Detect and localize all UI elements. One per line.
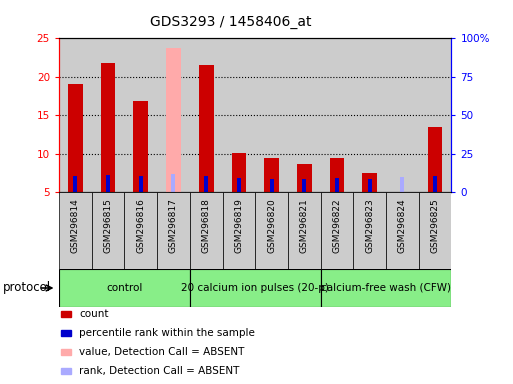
Bar xyxy=(386,38,419,192)
Bar xyxy=(157,192,190,269)
Text: GSM296819: GSM296819 xyxy=(234,198,243,253)
Text: GSM296824: GSM296824 xyxy=(398,198,407,253)
Bar xyxy=(106,175,110,192)
Bar xyxy=(330,158,344,192)
Bar xyxy=(199,65,213,192)
Bar xyxy=(223,192,255,269)
Bar xyxy=(92,38,124,192)
Bar xyxy=(171,174,175,192)
Bar xyxy=(139,176,143,192)
Bar xyxy=(223,38,255,192)
Bar xyxy=(124,38,157,192)
Bar xyxy=(401,177,404,192)
Bar xyxy=(428,127,442,192)
Bar xyxy=(255,192,288,269)
Text: percentile rank within the sample: percentile rank within the sample xyxy=(79,328,255,338)
Bar xyxy=(59,38,92,192)
Bar xyxy=(419,192,451,269)
Text: protocol: protocol xyxy=(3,281,51,295)
Text: GSM296815: GSM296815 xyxy=(104,198,112,253)
Bar xyxy=(166,48,181,192)
Text: rank, Detection Call = ABSENT: rank, Detection Call = ABSENT xyxy=(79,366,239,376)
Bar xyxy=(133,101,148,192)
Bar xyxy=(321,269,451,307)
Text: GSM296816: GSM296816 xyxy=(136,198,145,253)
Bar xyxy=(231,153,246,192)
Bar xyxy=(353,192,386,269)
Bar xyxy=(73,176,77,192)
Bar xyxy=(302,179,306,192)
Bar xyxy=(61,368,71,374)
Bar xyxy=(92,192,125,269)
Bar xyxy=(61,349,71,355)
Bar xyxy=(101,63,115,192)
Bar xyxy=(297,164,311,192)
Bar xyxy=(321,38,353,192)
Bar xyxy=(255,38,288,192)
Text: GSM296820: GSM296820 xyxy=(267,198,276,253)
Bar xyxy=(157,38,190,192)
Bar xyxy=(353,38,386,192)
Text: value, Detection Call = ABSENT: value, Detection Call = ABSENT xyxy=(79,347,244,357)
Bar xyxy=(264,158,279,192)
Text: GSM296822: GSM296822 xyxy=(332,198,342,253)
Text: GSM296817: GSM296817 xyxy=(169,198,178,253)
Text: 20 calcium ion pulses (20-p): 20 calcium ion pulses (20-p) xyxy=(181,283,329,293)
Bar xyxy=(59,269,190,307)
Bar xyxy=(237,178,241,192)
Bar xyxy=(433,176,437,192)
Bar xyxy=(190,38,223,192)
Bar xyxy=(288,192,321,269)
Bar xyxy=(190,269,321,307)
Text: GDS3293 / 1458406_at: GDS3293 / 1458406_at xyxy=(150,15,311,29)
Text: GSM296825: GSM296825 xyxy=(430,198,440,253)
Text: GSM296823: GSM296823 xyxy=(365,198,374,253)
Bar xyxy=(368,179,371,192)
Bar xyxy=(124,192,157,269)
Bar xyxy=(61,330,71,336)
Bar xyxy=(321,192,353,269)
Bar xyxy=(59,192,92,269)
Text: GSM296821: GSM296821 xyxy=(300,198,309,253)
Bar xyxy=(386,192,419,269)
Bar xyxy=(190,192,223,269)
Bar xyxy=(335,177,339,192)
Bar xyxy=(419,38,451,192)
Text: GSM296818: GSM296818 xyxy=(202,198,211,253)
Bar xyxy=(68,84,83,192)
Bar xyxy=(204,176,208,192)
Text: count: count xyxy=(79,309,108,319)
Text: calcium-free wash (CFW): calcium-free wash (CFW) xyxy=(321,283,451,293)
Text: GSM296814: GSM296814 xyxy=(71,198,80,253)
Bar xyxy=(288,38,321,192)
Bar xyxy=(362,173,377,192)
Bar xyxy=(270,179,273,192)
Bar xyxy=(61,311,71,317)
Text: control: control xyxy=(106,283,143,293)
